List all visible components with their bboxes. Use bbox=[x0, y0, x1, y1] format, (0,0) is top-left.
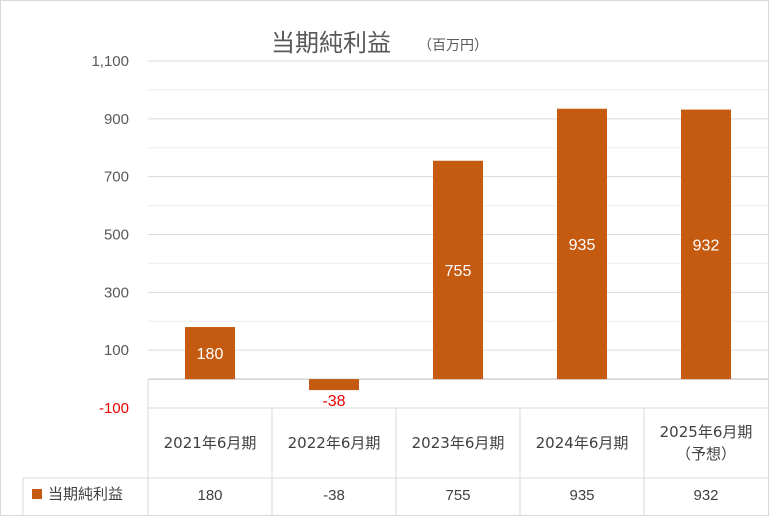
y-tick-label: 300 bbox=[104, 284, 129, 301]
y-tick-label: 100 bbox=[104, 342, 129, 359]
table-value: 932 bbox=[693, 487, 718, 504]
bar bbox=[185, 327, 235, 380]
data-label: 755 bbox=[445, 263, 472, 280]
data-label: 180 bbox=[197, 346, 224, 363]
table-value: -38 bbox=[323, 487, 345, 504]
bars: 180 -38 755 935 932 bbox=[185, 108, 731, 410]
data-label: 935 bbox=[569, 237, 596, 254]
y-tick-label: -100 bbox=[99, 400, 129, 417]
table-value: 755 bbox=[445, 487, 470, 504]
y-tick-label: 900 bbox=[104, 111, 129, 128]
chart-subtitle: （百万円） bbox=[418, 38, 488, 54]
table-value: 935 bbox=[569, 487, 594, 504]
category-label: 2025年6月期 bbox=[660, 423, 753, 441]
y-axis: 1,100 900 700 500 300 100 -100 bbox=[91, 53, 129, 417]
category-label: 2023年6月期 bbox=[412, 434, 505, 452]
bar bbox=[433, 160, 483, 380]
bar bbox=[557, 108, 607, 380]
table-value: 180 bbox=[197, 487, 222, 504]
category-label: 2024年6月期 bbox=[536, 434, 629, 452]
legend-key bbox=[32, 489, 42, 499]
bar bbox=[681, 109, 731, 380]
data-table: 2021年6月期 2022年6月期 2023年6月期 2024年6月期 2025年6月期… bbox=[22, 379, 768, 515]
category-label: （予想） bbox=[676, 445, 736, 463]
y-tick-label: 500 bbox=[104, 227, 129, 244]
bar bbox=[309, 379, 359, 391]
y-tick-label: 1,100 bbox=[91, 53, 129, 70]
legend-series-name: 当期純利益 bbox=[48, 485, 123, 503]
category-label: 2021年6月期 bbox=[164, 434, 257, 452]
data-label: 932 bbox=[693, 237, 720, 254]
category-label: 2022年6月期 bbox=[288, 434, 381, 452]
data-label: -38 bbox=[322, 393, 345, 410]
chart-title: 当期純利益 bbox=[271, 29, 391, 57]
y-tick-label: 700 bbox=[104, 169, 129, 186]
